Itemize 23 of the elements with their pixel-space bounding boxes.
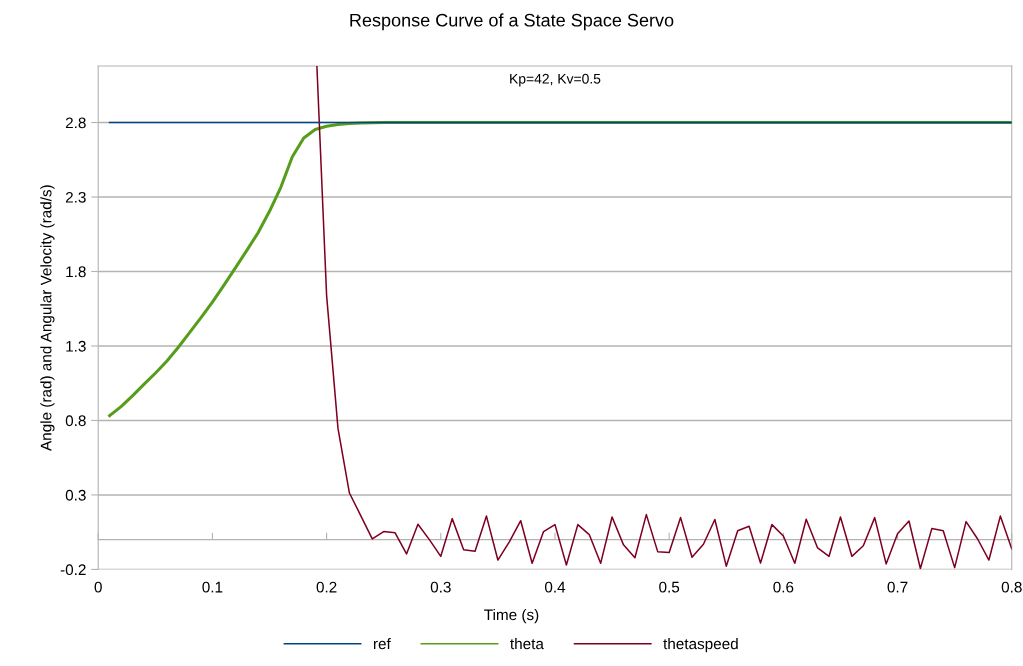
x-tick-label: 0.7	[887, 581, 908, 593]
legend-label: ref	[373, 638, 391, 650]
y-tick-label: 1.8	[66, 266, 86, 278]
x-tick-label: 0.2	[316, 581, 337, 593]
y-tick-label: 2.8	[65, 117, 86, 129]
annotation: Kp=42, Kv=0.5	[510, 73, 601, 87]
x-tick-label: 0.5	[659, 581, 680, 593]
y-tick-label: 0.3	[65, 489, 86, 501]
chart-title: Response Curve of a State Space Servo	[350, 13, 674, 31]
legend-label: theta	[510, 638, 544, 650]
x-tick-label: 0.3	[430, 581, 451, 593]
legend-label: thetaspeed	[663, 638, 738, 653]
y-axis-title: Angle (rad) and Angular Velocity (rad/s)	[40, 185, 55, 451]
y-tick-label: 0.8	[65, 415, 86, 427]
y-tick-label: -0.2	[60, 564, 86, 576]
x-tick-label: 0.1	[202, 581, 223, 593]
x-tick-label: 0.6	[773, 581, 794, 593]
y-tick-label: 2.3	[65, 191, 86, 203]
x-tick-label: 0	[94, 581, 102, 593]
x-axis-title: Time (s)	[484, 608, 539, 624]
y-tick-label: 1.3	[66, 340, 86, 352]
x-tick-label: 0.8	[1001, 581, 1022, 593]
x-tick-label: 0.4	[544, 581, 566, 593]
